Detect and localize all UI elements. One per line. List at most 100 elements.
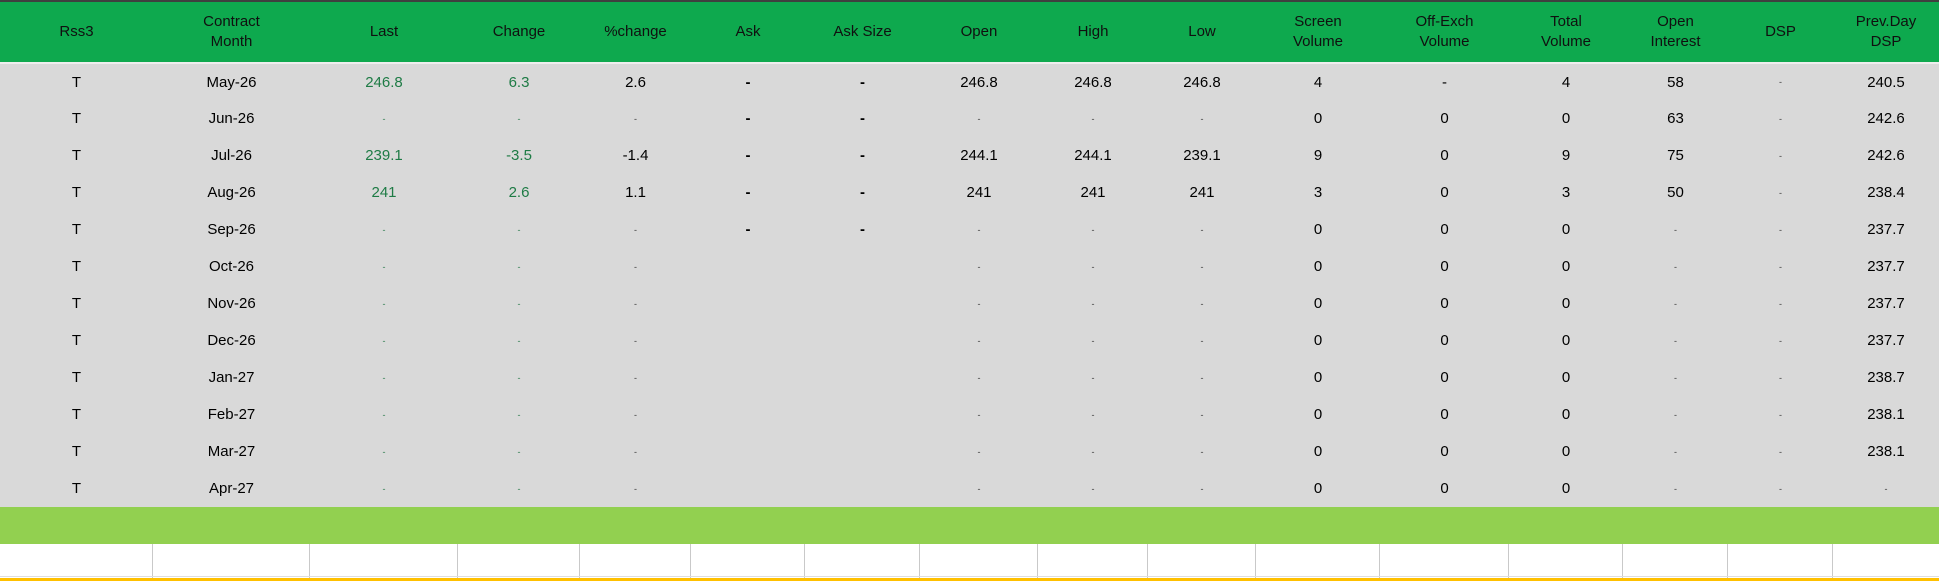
cell-change[interactable]: - <box>458 211 580 248</box>
cell-off-exch-volume[interactable]: 0 <box>1380 470 1509 507</box>
cell-total-volume[interactable]: 9 <box>1509 137 1623 174</box>
cell-change[interactable]: -3.5 <box>458 137 580 174</box>
cell-low[interactable]: 239.1 <box>1148 137 1256 174</box>
cell-prevday-dsp[interactable]: 237.7 <box>1833 211 1939 248</box>
cell-open-interest[interactable]: 50 <box>1623 174 1728 211</box>
cell-open-interest[interactable]: - <box>1623 322 1728 359</box>
cell-low[interactable]: - <box>1148 248 1256 285</box>
cell-ask[interactable]: - <box>691 174 805 211</box>
cell-open[interactable]: 246.8 <box>920 63 1038 100</box>
table-row[interactable]: T Dec-26- - - - - -0 0 0- -237.7 <box>0 322 1939 359</box>
cell-open-interest[interactable]: - <box>1623 433 1728 470</box>
cell-total-volume[interactable]: 0 <box>1509 248 1623 285</box>
cell-last[interactable]: 239.1 <box>310 137 458 174</box>
cell-last[interactable]: - <box>310 248 458 285</box>
cell-prevday-dsp[interactable]: - <box>1833 470 1939 507</box>
cell-change[interactable]: 2.6 <box>458 174 580 211</box>
cell-off-exch-volume[interactable]: 0 <box>1380 137 1509 174</box>
cell-contract-month[interactable]: May-26 <box>153 63 310 100</box>
cell-high[interactable]: 241 <box>1038 174 1148 211</box>
cell-high[interactable]: - <box>1038 100 1148 137</box>
cell-rss3[interactable]: T <box>0 285 153 322</box>
table-row[interactable]: T Jan-27- - - - - -0 0 0- -238.7 <box>0 359 1939 396</box>
header-off-exch-volume[interactable]: Off-Exch Volume <box>1380 0 1509 64</box>
cell-ask[interactable]: - <box>691 63 805 100</box>
cell-pct-change[interactable]: - <box>580 396 691 433</box>
cell-open[interactable]: - <box>920 359 1038 396</box>
cell-contract-month[interactable]: Nov-26 <box>153 285 310 322</box>
cell-open[interactable]: - <box>920 396 1038 433</box>
cell-change[interactable]: - <box>458 396 580 433</box>
header-last[interactable]: Last <box>310 0 458 64</box>
cell-dsp[interactable]: - <box>1728 211 1833 248</box>
cell-open[interactable]: - <box>920 322 1038 359</box>
header-contract-month[interactable]: Contract Month <box>153 0 310 64</box>
cell-ask[interactable] <box>691 470 805 507</box>
cell-high[interactable]: - <box>1038 248 1148 285</box>
cell-off-exch-volume[interactable]: 0 <box>1380 285 1509 322</box>
cell-open-interest[interactable]: - <box>1623 285 1728 322</box>
header-open[interactable]: Open <box>920 0 1038 64</box>
cell-low[interactable]: - <box>1148 396 1256 433</box>
table-row[interactable]: T Apr-27- - - - - -0 0 0- - - <box>0 470 1939 507</box>
cell-screen-volume[interactable]: 0 <box>1256 359 1380 396</box>
cell-open[interactable]: - <box>920 433 1038 470</box>
cell-low[interactable]: 241 <box>1148 174 1256 211</box>
cell-contract-month[interactable]: Apr-27 <box>153 470 310 507</box>
table-row[interactable]: T Nov-26- - - - - -0 0 0- -237.7 <box>0 285 1939 322</box>
cell-screen-volume[interactable]: 0 <box>1256 100 1380 137</box>
cell-prevday-dsp[interactable]: 238.1 <box>1833 433 1939 470</box>
cell-rss3[interactable]: T <box>0 63 153 100</box>
cell-prevday-dsp[interactable]: 242.6 <box>1833 137 1939 174</box>
cell-dsp[interactable]: - <box>1728 322 1833 359</box>
table-row[interactable]: T Oct-26- - - - - -0 0 0- -237.7 <box>0 248 1939 285</box>
cell-ask-size[interactable]: - <box>805 100 920 137</box>
cell-rss3[interactable]: T <box>0 322 153 359</box>
table-row[interactable]: T Feb-27- - - - - -0 0 0- -238.1 <box>0 396 1939 433</box>
header-low[interactable]: Low <box>1148 0 1256 64</box>
cell-pct-change[interactable]: - <box>580 470 691 507</box>
cell-pct-change[interactable]: - <box>580 100 691 137</box>
cell-ask[interactable]: - <box>691 137 805 174</box>
cell-rss3[interactable]: T <box>0 100 153 137</box>
cell-pct-change[interactable]: - <box>580 285 691 322</box>
cell-open-interest[interactable]: 63 <box>1623 100 1728 137</box>
cell-ask-size[interactable] <box>805 248 920 285</box>
cell-open-interest[interactable]: 58 <box>1623 63 1728 100</box>
cell-open-interest[interactable]: - <box>1623 248 1728 285</box>
cell-prevday-dsp[interactable]: 240.5 <box>1833 63 1939 100</box>
cell-total-volume[interactable]: 0 <box>1509 285 1623 322</box>
cell-total-volume[interactable]: 0 <box>1509 359 1623 396</box>
cell-last[interactable]: - <box>310 396 458 433</box>
cell-open[interactable]: - <box>920 285 1038 322</box>
cell-change[interactable]: 6.3 <box>458 63 580 100</box>
cell-change[interactable]: - <box>458 359 580 396</box>
cell-open-interest[interactable]: - <box>1623 359 1728 396</box>
cell-rss3[interactable]: T <box>0 396 153 433</box>
cell-change[interactable]: - <box>458 285 580 322</box>
cell-ask-size[interactable] <box>805 285 920 322</box>
table-row[interactable]: T Sep-26- - - - - - - -0 0 0- -237.7 <box>0 211 1939 248</box>
header-pct-change[interactable]: %change <box>580 0 691 64</box>
cell-last[interactable]: 246.8 <box>310 63 458 100</box>
cell-ask-size[interactable]: - <box>805 63 920 100</box>
cell-contract-month[interactable]: Jun-26 <box>153 100 310 137</box>
cell-prevday-dsp[interactable]: 237.7 <box>1833 285 1939 322</box>
cell-screen-volume[interactable]: 0 <box>1256 470 1380 507</box>
header-open-interest[interactable]: Open Interest <box>1623 0 1728 64</box>
cell-screen-volume[interactable]: 0 <box>1256 248 1380 285</box>
cell-open[interactable]: - <box>920 100 1038 137</box>
cell-dsp[interactable]: - <box>1728 100 1833 137</box>
cell-low[interactable]: - <box>1148 322 1256 359</box>
cell-rss3[interactable]: T <box>0 211 153 248</box>
cell-open-interest[interactable]: 75 <box>1623 137 1728 174</box>
cell-pct-change[interactable]: -1.4 <box>580 137 691 174</box>
cell-rss3[interactable]: T <box>0 137 153 174</box>
table-row[interactable]: T Jul-26 239.1 -3.5 -1.4- -244.1 244.1 239.1 9 0 9… <box>0 137 1939 174</box>
cell-open[interactable]: - <box>920 470 1038 507</box>
cell-off-exch-volume[interactable]: 0 <box>1380 396 1509 433</box>
cell-change[interactable]: - <box>458 470 580 507</box>
cell-off-exch-volume[interactable]: 0 <box>1380 248 1509 285</box>
cell-total-volume[interactable]: 0 <box>1509 322 1623 359</box>
cell-screen-volume[interactable]: 0 <box>1256 285 1380 322</box>
